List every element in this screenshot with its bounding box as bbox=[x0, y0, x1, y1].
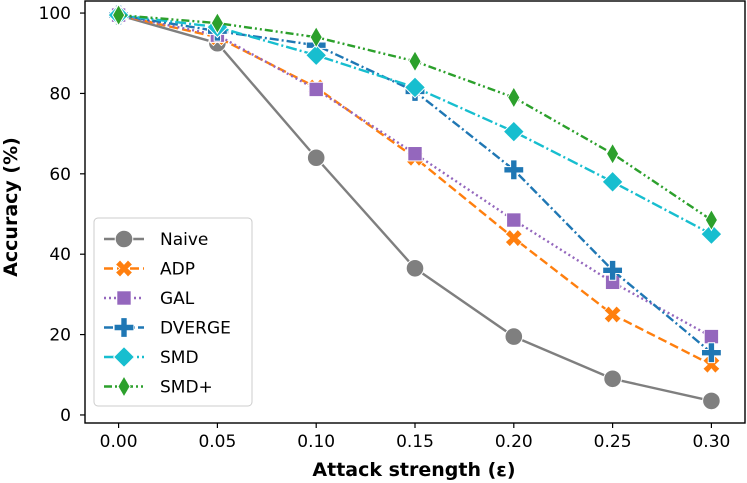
x-axis-label: Attack strength (ε) bbox=[312, 459, 515, 481]
legend-item-dverge: DVERGE bbox=[104, 317, 231, 339]
data-point-gal bbox=[407, 146, 423, 162]
legend-item-adp: ADP bbox=[104, 259, 195, 280]
y-tick-label: 60 bbox=[49, 165, 71, 185]
data-point-naive bbox=[603, 369, 622, 389]
legend: Naive ADP GAL DVERGE SMD SMD+ bbox=[93, 217, 253, 407]
data-point-naive bbox=[702, 391, 721, 411]
legend-label-smd: SMD bbox=[160, 348, 199, 368]
data-point-adp bbox=[702, 355, 721, 374]
series-layer bbox=[107, 3, 723, 411]
data-point-smd bbox=[305, 44, 328, 67]
data-point-gal bbox=[506, 212, 522, 228]
legend-label-naive: Naive bbox=[160, 230, 208, 250]
data-point-smd bbox=[700, 222, 723, 246]
legend-marker-adp bbox=[114, 259, 134, 278]
x-tick-label: 0.10 bbox=[297, 432, 335, 452]
data-point-gal bbox=[703, 328, 720, 345]
y-tick-label: 0 bbox=[60, 406, 71, 426]
ticks-layer: 0.00 0.05 0.10 0.15 0.20 0.25 0.30 0 20 40 60 80 100 bbox=[39, 4, 731, 452]
x-tick-label: 0.15 bbox=[396, 432, 434, 452]
data-point-smd- bbox=[704, 208, 719, 232]
data-point-smd- bbox=[507, 86, 521, 109]
legend-item-gal: GAL bbox=[104, 289, 195, 309]
data-point-smd- bbox=[111, 3, 126, 27]
data-point-gal bbox=[308, 81, 324, 98]
data-point-dverge bbox=[602, 259, 624, 281]
x-tick-label: 0.00 bbox=[100, 432, 138, 452]
legend-marker-smd bbox=[112, 345, 136, 369]
legend-item-smd-: SMD+ bbox=[104, 375, 213, 398]
legend-item-smd: SMD bbox=[104, 345, 199, 369]
data-point-smd bbox=[601, 170, 624, 193]
data-point-naive bbox=[306, 148, 326, 168]
y-axis-label: Accuracy (%) bbox=[0, 137, 22, 277]
y-tick-label: 100 bbox=[39, 4, 71, 24]
x-tick-label: 0.20 bbox=[495, 432, 533, 452]
data-point-dverge bbox=[700, 342, 722, 364]
data-point-smd- bbox=[309, 25, 323, 49]
x-tick-label: 0.30 bbox=[692, 432, 730, 452]
data-point-adp bbox=[504, 229, 523, 248]
data-point-naive bbox=[405, 258, 425, 278]
legend-label-dverge: DVERGE bbox=[160, 319, 231, 339]
legend-marker-naive bbox=[114, 229, 134, 249]
data-point-smd- bbox=[210, 11, 225, 35]
data-point-dverge bbox=[503, 159, 525, 181]
legend-label-adp: ADP bbox=[160, 260, 195, 280]
data-point-smd- bbox=[408, 49, 422, 73]
y-tick-label: 80 bbox=[49, 84, 71, 104]
legend-box bbox=[93, 217, 253, 407]
x-tick-label: 0.25 bbox=[594, 432, 632, 452]
legend-marker-smd- bbox=[117, 375, 131, 398]
x-tick-label: 0.05 bbox=[198, 432, 236, 452]
series-smd- bbox=[111, 3, 719, 232]
y-tick-label: 20 bbox=[49, 326, 71, 346]
data-point-naive bbox=[504, 327, 524, 346]
legend-marker-dverge bbox=[113, 317, 135, 338]
legend-label-gal: GAL bbox=[160, 289, 195, 309]
legend-marker-gal bbox=[116, 290, 132, 306]
data-point-smd bbox=[403, 76, 427, 99]
legend-item-naive: Naive bbox=[104, 229, 208, 250]
data-point-adp bbox=[603, 305, 622, 324]
data-point-smd- bbox=[605, 142, 620, 166]
legend-label-smd-: SMD+ bbox=[160, 378, 213, 398]
data-point-smd bbox=[502, 120, 525, 143]
y-tick-label: 40 bbox=[49, 245, 71, 265]
